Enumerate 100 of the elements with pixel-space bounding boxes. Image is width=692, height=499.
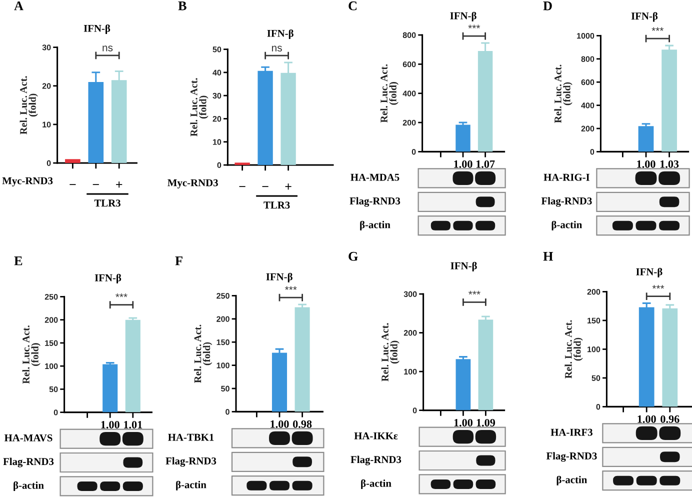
y-axis-title: Rel. Luc. Act. (fold) — [564, 320, 583, 378]
y-axis-title: Rel. Luc. Act. (fold) — [381, 323, 400, 382]
x-tick-label: 0.98 — [293, 420, 312, 428]
text: TLR3 — [264, 202, 290, 209]
text: β-actin — [14, 481, 44, 491]
x-tick-label: 1.00 — [454, 418, 472, 426]
x-tick-label: − — [239, 186, 246, 188]
annotation: *** — [116, 293, 128, 298]
text: Myc-RND3 — [2, 177, 53, 186]
chart-title: IFN-β — [266, 272, 292, 282]
y-tick-label: 20 — [42, 83, 51, 89]
x-tick-label: 1.01 — [124, 420, 142, 428]
y-tick-label: 150 — [45, 340, 58, 346]
text: β-actin — [552, 220, 582, 230]
y-axis-title: Rel. Luc. Act. (fold) — [22, 326, 40, 384]
text: Flag-RND3 — [350, 197, 400, 207]
chart-title: IFN-β — [84, 24, 110, 34]
text: β-actin — [361, 479, 392, 489]
y-tick-label: 100 — [216, 362, 230, 368]
y-tick-label: 150 — [588, 318, 600, 324]
y-axis-title: Rel. Luc. Act. (fold) — [194, 324, 212, 383]
y-tick-label: 50 — [592, 375, 600, 381]
x-tick-label: − — [262, 186, 268, 188]
text: HA-IRF3 — [550, 428, 592, 436]
y-tick-label: 0 — [596, 404, 600, 410]
y-tick-label: 150 — [216, 339, 230, 346]
text: Myc-RND3 — [168, 179, 218, 188]
y-tick-label: 200 — [587, 288, 600, 295]
chart-title: IFN-β — [450, 12, 476, 22]
y-tick-label: 30 — [212, 92, 222, 99]
annotation: ns — [102, 46, 113, 52]
y-tick-label: 100 — [404, 368, 417, 375]
x-tick-label: 1.00 — [454, 160, 472, 168]
text: *** — [284, 286, 297, 290]
text: *** — [468, 24, 480, 28]
text: B — [178, 2, 186, 10]
y-tick-label: 600 — [581, 79, 594, 86]
text: HA-RIG-I — [544, 174, 590, 181]
bar — [65, 159, 80, 163]
x-tick-label: 1.09 — [476, 418, 496, 426]
text: HA-IKKε — [354, 432, 398, 440]
y-axis-title: Rel. Luc. Act. (fold) — [190, 78, 208, 136]
x-tick-label: 1.00 — [638, 415, 656, 423]
text: E — [14, 256, 22, 266]
y-tick-label: 50 — [221, 386, 230, 392]
bar — [258, 70, 273, 165]
y-tick-label: 0 — [226, 408, 230, 415]
y-tick-label: 0 — [46, 160, 51, 166]
text: β-actin — [176, 480, 206, 490]
y-tick-label: 20 — [212, 116, 222, 122]
y-tick-label: 250 — [216, 292, 230, 299]
text: β-actin — [360, 220, 390, 230]
text: H — [543, 252, 554, 261]
text: HA-MDA5 — [350, 174, 400, 181]
chart-title: IFN-β — [636, 268, 662, 278]
y-tick-label: 0 — [590, 148, 594, 155]
x-tick-label: 1.07 — [476, 160, 495, 168]
y-tick-label: 600 — [402, 61, 416, 68]
text: Flag-RND3 — [350, 456, 402, 466]
text: Flag-RND3 — [541, 197, 592, 207]
y-tick-label: 0 — [217, 162, 222, 168]
text: Flag-RND3 — [3, 458, 54, 468]
chart-title: IFN-β — [94, 274, 122, 284]
x-tick-label: − — [70, 184, 76, 186]
x-tick-label: 1.03 — [660, 160, 679, 168]
text: F — [175, 256, 182, 266]
y-tick-label: 50 — [212, 46, 222, 52]
text: Flag-RND3 — [166, 457, 216, 467]
y-tick-label: 200 — [44, 317, 58, 323]
y-tick-label: 400 — [402, 90, 416, 96]
text: G — [348, 252, 358, 261]
text: TLR3 — [94, 200, 120, 207]
y-tick-label: 400 — [581, 102, 594, 108]
y-tick-label: 50 — [49, 386, 58, 392]
text: *** — [652, 27, 664, 31]
x-tick-label: 1.00 — [637, 160, 656, 168]
y-tick-label: 100 — [588, 346, 600, 352]
text: Flag-RND3 — [546, 452, 597, 462]
y-tick-label: 200 — [581, 126, 594, 132]
y-tick-label: 200 — [402, 120, 416, 126]
y-tick-label: 100 — [45, 363, 58, 370]
x-tick-label: 1.00 — [101, 420, 120, 428]
text: *** — [652, 284, 664, 289]
y-axis-title: Rel. Luc. Act. (fold) — [380, 64, 398, 123]
y-tick-label: 40 — [212, 70, 222, 76]
x-tick-label: + — [285, 184, 292, 190]
text: HA-MAVS — [4, 434, 52, 442]
x-tick-label: − — [92, 184, 99, 186]
y-tick-label: 30 — [42, 44, 51, 50]
y-tick-label: 200 — [404, 330, 417, 336]
y-tick-label: 0 — [412, 408, 417, 414]
text: D — [543, 2, 552, 10]
y-tick-label: 1000 — [577, 32, 594, 39]
chart-title: IFN-β — [450, 262, 477, 272]
text: A — [14, 1, 24, 10]
chart-title: IFN-β — [267, 29, 294, 40]
y-tick-label: 800 — [402, 32, 416, 38]
y-tick-label: 200 — [216, 316, 230, 322]
annotation: ns — [272, 46, 282, 52]
y-tick-label: 0 — [412, 148, 416, 155]
